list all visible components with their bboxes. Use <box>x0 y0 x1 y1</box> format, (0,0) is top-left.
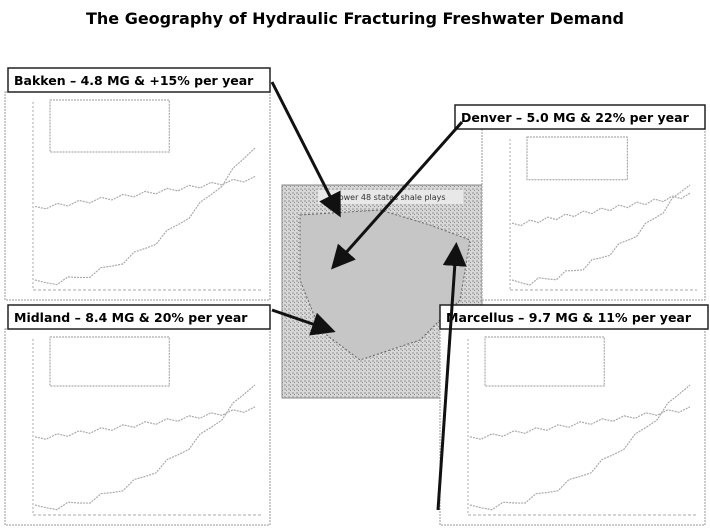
callout-label: Marcellus – 9.7 MG & 11% per year <box>446 310 692 325</box>
map-title: Lower 48 states shale plays <box>334 193 445 202</box>
inset-chart <box>485 337 604 386</box>
inset-chart <box>50 100 169 152</box>
callout-label: Midland – 8.4 MG & 20% per year <box>14 310 248 325</box>
callout-label: Denver – 5.0 MG & 22% per year <box>461 110 690 125</box>
figure-title: The Geography of Hydraulic Fracturing Fr… <box>86 9 624 28</box>
figure: The Geography of Hydraulic Fracturing Fr… <box>0 0 710 528</box>
inset-chart <box>50 337 169 386</box>
callout-label: Bakken – 4.8 MG & +15% per year <box>14 73 254 88</box>
inset-chart <box>527 137 627 180</box>
